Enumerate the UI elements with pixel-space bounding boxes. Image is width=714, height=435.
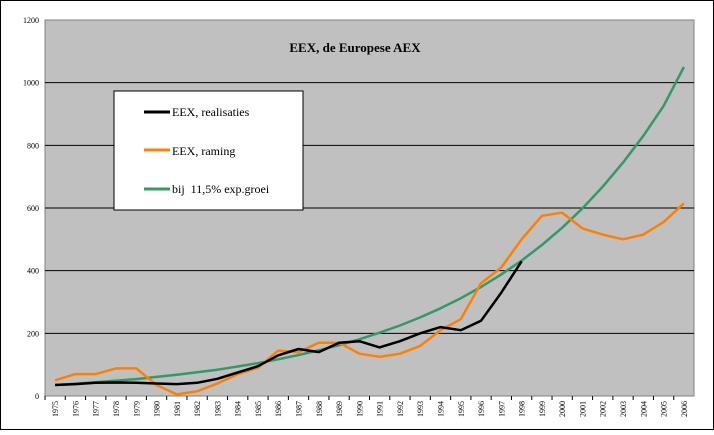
legend-label-raming: EEX, raming — [172, 144, 235, 158]
x-tick-label: 1991 — [376, 401, 385, 417]
x-tick-label: 2006 — [680, 401, 689, 417]
x-tick-label: 1992 — [396, 401, 405, 417]
x-tick-label: 1984 — [234, 401, 243, 417]
series-line-0 — [55, 260, 523, 387]
x-tick-label: 1979 — [132, 401, 141, 417]
x-tick-label: 1976 — [71, 401, 80, 417]
x-tick-label: 1983 — [213, 401, 222, 417]
y-tick-label: 200 — [27, 329, 39, 338]
y-tick-label: 400 — [27, 267, 39, 276]
x-tick-label: 1987 — [295, 401, 304, 417]
x-tick-label: 1980 — [153, 401, 162, 417]
x-tick-label: 1995 — [457, 401, 466, 417]
x-tick-label: 1989 — [335, 401, 344, 417]
x-tick-label: 1990 — [355, 401, 364, 417]
series-line-1 — [54, 202, 685, 396]
x-tick-label: 1994 — [436, 401, 445, 417]
x-tick-label: 1977 — [92, 401, 101, 417]
y-tick-label: 600 — [27, 204, 39, 213]
x-tick-label: 2001 — [578, 401, 587, 417]
x-tick-label: 2004 — [639, 401, 648, 417]
x-tick-label: 1982 — [193, 401, 202, 417]
x-tick-label: 2003 — [619, 401, 628, 417]
x-tick-label: 1975 — [51, 401, 60, 417]
x-tick-label: 1997 — [497, 401, 506, 417]
legend-label-groei: bij 11,5% exp.groei — [172, 182, 270, 196]
x-tick-label: 1986 — [274, 401, 283, 417]
series-line-2 — [55, 66, 686, 387]
x-tick-label: 1981 — [173, 401, 182, 417]
x-tick-label: 1998 — [518, 401, 527, 417]
legend-label-realisaties: EEX, realisaties — [172, 105, 250, 119]
x-axis-tick-labels: 1975 1976 1977 1978 1979 1980 1981 1982 1983 1984… — [44, 396, 689, 417]
x-tick-label: 1993 — [416, 401, 425, 417]
x-tick-label: 1985 — [254, 401, 263, 417]
chart-title: EEX, de Europese AEX — [289, 40, 421, 55]
series-lines — [54, 66, 686, 396]
y-axis-tick-labels: 0 200 400 600 800 1000 1200 — [23, 16, 39, 401]
y-tick-label: 1000 — [23, 79, 39, 88]
legend: EEX, realisaties EEX, raming bij 11,5% e… — [113, 90, 304, 211]
y-tick-label: 800 — [27, 141, 39, 150]
x-tick-label: 1978 — [112, 401, 121, 417]
x-tick-label: 2002 — [599, 401, 608, 417]
x-tick-label: 2005 — [660, 401, 669, 417]
y-tick-label: 1200 — [23, 16, 39, 25]
y-tick-label: 0 — [35, 392, 39, 401]
x-tick-label: 2000 — [558, 401, 567, 417]
x-tick-label: 1999 — [538, 401, 547, 417]
x-tick-label: 1996 — [477, 401, 486, 417]
x-tick-label: 1988 — [315, 401, 324, 417]
